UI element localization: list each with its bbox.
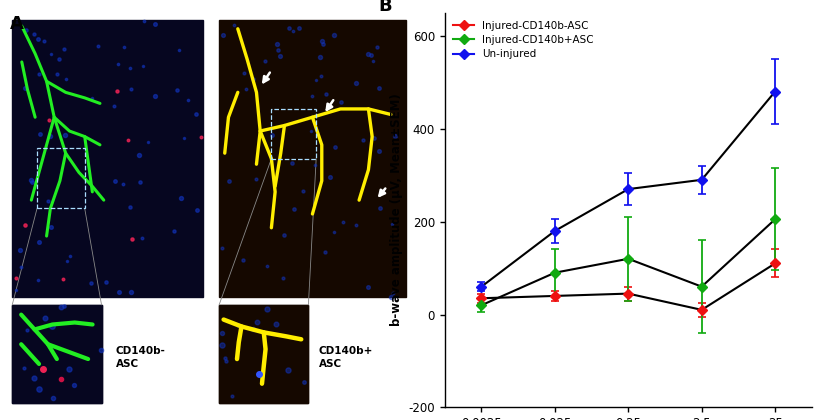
Text: A: A [10,15,24,33]
Y-axis label: b-wave amplitude (μV, Mean±SEM): b-wave amplitude (μV, Mean±SEM) [389,94,402,326]
Text: CD140b+
ASC: CD140b+ ASC [318,346,373,370]
Legend: Injured-CD140b-ASC, Injured-CD140b+ASC, Un-injured: Injured-CD140b-ASC, Injured-CD140b+ASC, … [450,18,596,63]
Bar [219,305,308,404]
Bar [219,305,308,404]
Text: B: B [378,0,391,15]
Bar [12,21,202,297]
Bar [37,147,84,208]
Bar [12,305,102,404]
Bar [271,109,316,159]
Bar [12,305,102,404]
Bar [219,21,405,297]
Text: CD140b-
ASC: CD140b- ASC [115,346,165,370]
